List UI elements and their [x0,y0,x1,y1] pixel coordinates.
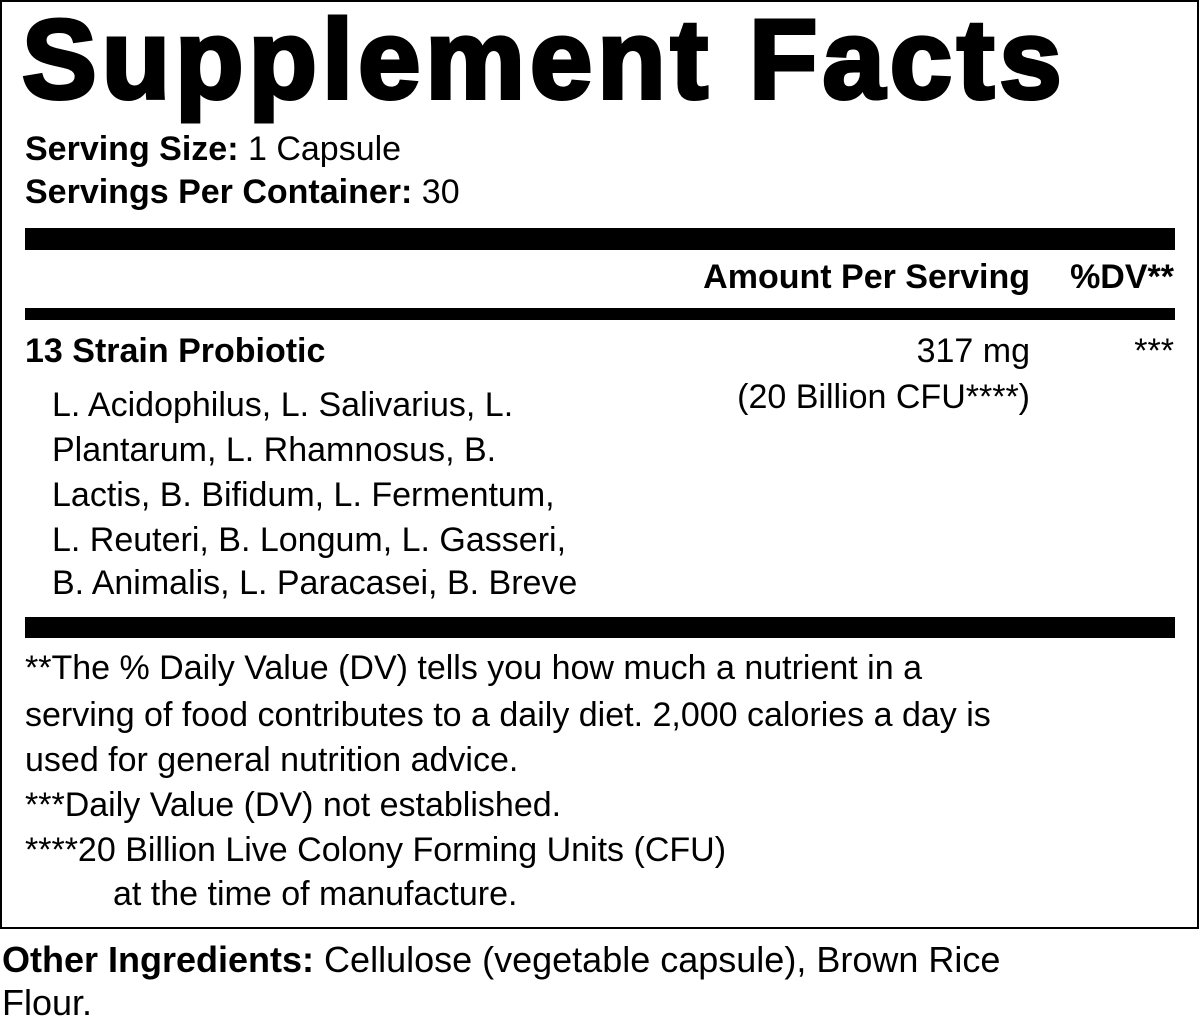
strain-line: Lactis, B. Bifidum, L. Fermentum, [52,476,555,514]
other-label: Other Ingredients: [2,939,315,980]
other-ingredients: Other Ingredients: Cellulose (vegetable … [2,940,1000,980]
rule [25,308,1175,320]
strain-line: L. Acidophilus, L. Salivarius, L. [52,386,514,424]
thick-rule [25,617,1175,638]
ingredient-amount-note: (20 Billion CFU****) [737,378,1030,416]
title: Supplement Facts [20,0,1067,122]
label-border [0,0,1199,929]
amount-header: Amount Per Serving [703,258,1030,296]
servings-per-container: Servings Per Container: 30 [25,172,460,212]
serving-label: Serving Size: [25,130,239,168]
serving-label: Servings Per Container: [25,173,413,211]
footnote-line: ****20 Billion Live Colony Forming Units… [25,831,727,869]
footnote-line: **The % Daily Value (DV) tells you how m… [25,649,922,687]
other-ingredients-line2: Flour. [2,982,93,1023]
serving-size: Serving Size: 1 Capsule [25,129,401,169]
strain-line: Plantarum, L. Rhamnosus, B. [52,431,497,469]
thick-rule [25,228,1175,250]
footnote-line: serving of food contributes to a daily d… [25,696,991,734]
footnote-line: ***Daily Value (DV) not established. [25,786,562,824]
serving-value: 30 [421,173,460,211]
other-value: Cellulose (vegetable capsule), Brown Ric… [324,939,1001,980]
dv-header: %DV** [1070,258,1174,296]
footnote-line: used for general nutrition advice. [25,741,519,779]
serving-value: 1 Capsule [247,130,402,168]
footnote-line: at the time of manufacture. [113,875,518,913]
ingredient-name: 13 Strain Probiotic [25,332,326,370]
strain-line: B. Animalis, L. Paracasei, B. Breve [52,564,578,602]
ingredient-dv: *** [1134,332,1174,370]
strain-line: L. Reuteri, B. Longum, L. Gasseri, [52,521,567,559]
ingredient-amount: 317 mg [916,332,1030,370]
